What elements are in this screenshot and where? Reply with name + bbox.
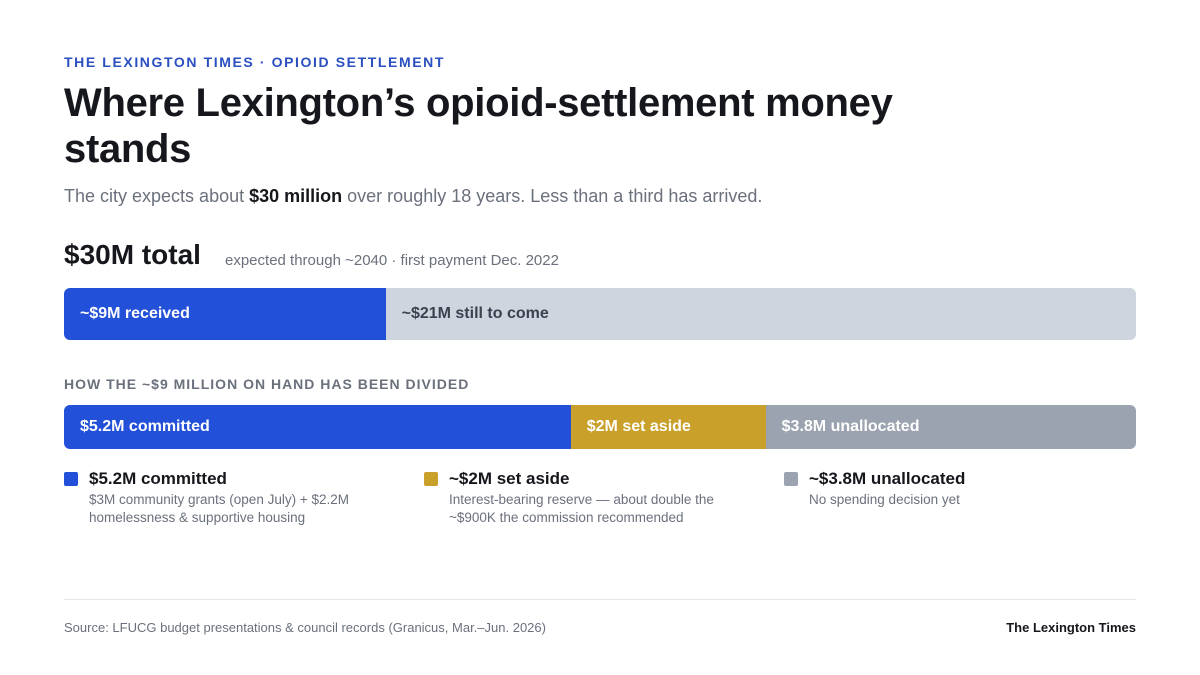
legend-label: ~$3.8M unallocated bbox=[809, 469, 966, 488]
legend-item: $5.2M committed $3M community grants (ope… bbox=[64, 469, 364, 527]
segment-label: $2M set aside bbox=[586, 418, 691, 435]
total-title: $30M total bbox=[64, 239, 201, 270]
segment-label: $5.2M committed bbox=[80, 418, 210, 435]
bar-segment: ~$9M received bbox=[64, 288, 386, 340]
bar-segment: $3.8M unallocated bbox=[765, 405, 1136, 449]
subtitle-bold: $30 million bbox=[249, 186, 343, 206]
segment-label: ~$21M still to come bbox=[401, 305, 549, 322]
legend-swatch bbox=[784, 472, 798, 486]
divider bbox=[64, 599, 1136, 600]
legend-item: ~$3.8M unallocated No spending decision y… bbox=[784, 469, 1084, 509]
source: Source: LFUCG budget presentations & cou… bbox=[64, 620, 546, 635]
segment-label: $3.8M unallocated bbox=[781, 418, 920, 435]
bar-segment: $2M set aside bbox=[570, 405, 766, 449]
legend-label: ~$2M set aside bbox=[449, 469, 570, 488]
subtitle: The city expects about $30 million over … bbox=[64, 186, 762, 207]
section-title: HOW THE ~$9 MILLION ON HAND HAS BEEN DIV… bbox=[64, 376, 470, 392]
stacked-bar: ~$9M received ~$21M still to come bbox=[64, 288, 1136, 340]
legend-label: $5.2M committed bbox=[89, 469, 227, 488]
brand: The Lexington Times bbox=[1006, 620, 1136, 635]
bar-segment: ~$21M still to come bbox=[385, 288, 1136, 340]
legend-item: ~$2M set aside Interest-bearing reserve —… bbox=[424, 469, 724, 527]
subtitle-text: over roughly 18 years. Less than a third… bbox=[342, 186, 763, 206]
subtitle-text: The city expects about bbox=[64, 186, 250, 206]
legend-note: Interest-bearing reserve — about double … bbox=[449, 492, 714, 525]
kicker: THE LEXINGTON TIMES · OPIOID SETTLEMENT bbox=[64, 54, 446, 70]
total-subtitle: expected through ~2040 · first payment D… bbox=[225, 252, 559, 269]
legend-note: No spending decision yet bbox=[809, 492, 960, 507]
bar-segment: $5.2M committed bbox=[64, 405, 571, 449]
legend-swatch bbox=[64, 472, 78, 486]
title: Where Lexington’s opioid-settlement mone… bbox=[64, 81, 893, 171]
stacked-bar: $5.2M committed $2M set aside $3.8M unallo… bbox=[64, 405, 1136, 449]
legend-note: $3M community grants (open July) + $2.2M… bbox=[89, 492, 349, 525]
segment-label: ~$9M received bbox=[80, 305, 190, 322]
legend-swatch bbox=[424, 472, 438, 486]
